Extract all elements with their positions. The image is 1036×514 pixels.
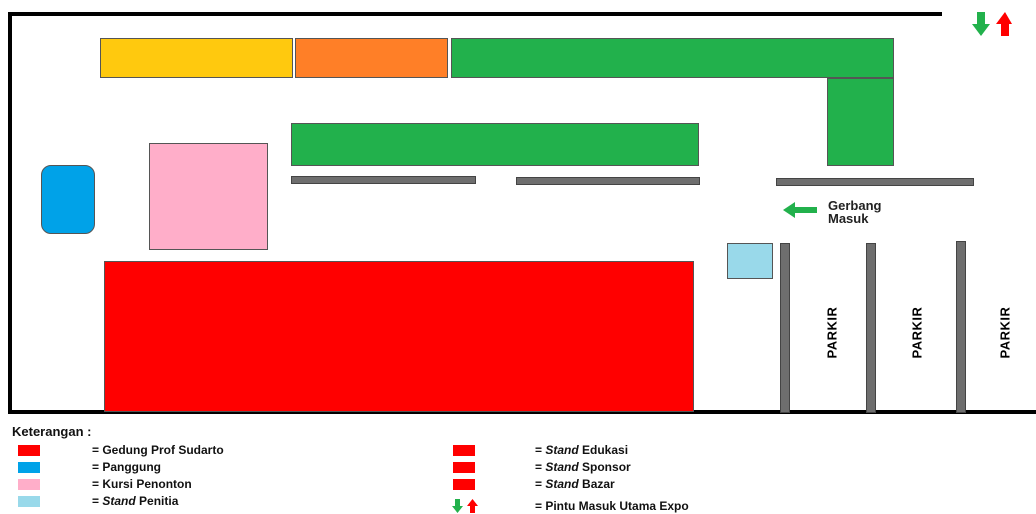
legend-swatch-edukasi	[453, 445, 475, 456]
legend-item-stage: = Panggung	[92, 460, 162, 474]
legend-item-committee: = Stand Penitia	[92, 494, 179, 508]
parking-label-2: PARKIR	[909, 306, 925, 359]
stand-committee	[727, 243, 773, 279]
stand-orange	[295, 38, 448, 78]
legend-title: Keterangan :	[12, 424, 92, 439]
parking-divider-1	[780, 243, 790, 413]
legend-swatch-stage	[18, 462, 40, 473]
gate-arrow-icon	[783, 202, 817, 218]
wall-bottom	[8, 410, 1036, 414]
parking-label-1: PARKIR	[824, 306, 840, 359]
wall-top	[8, 12, 942, 16]
gate-label-line2: Masuk	[828, 211, 869, 226]
legend-item-seating: = Kursi Penonton	[92, 477, 192, 491]
legend-swatch-building	[18, 445, 40, 456]
building-prof-sudarto	[104, 261, 694, 412]
stand-green-middle	[291, 123, 699, 166]
stand-yellow	[100, 38, 293, 78]
audience-seating	[149, 143, 268, 250]
wall-left	[8, 12, 12, 414]
legend-swatch-sponsor	[453, 462, 475, 473]
stage	[41, 165, 95, 234]
barrier-1	[291, 176, 476, 184]
gate-label: Gerbang Masuk	[828, 199, 881, 225]
parking-divider-2	[866, 243, 876, 413]
parking-label-3: PARKIR	[997, 306, 1013, 359]
stand-green-top	[451, 38, 894, 78]
legend-item-entrance: = Pintu Masuk Utama Expo	[535, 499, 689, 513]
legend-item-sponsor: = Stand Sponsor	[535, 460, 631, 474]
stand-green-right	[827, 78, 894, 166]
legend-item-edukasi: = Stand Edukasi	[535, 443, 629, 457]
legend-entrance-icon	[452, 499, 478, 513]
main-entrance-icon	[972, 12, 1012, 36]
barrier-2	[516, 177, 700, 185]
barrier-3	[776, 178, 974, 186]
legend-item-bazar: = Stand Bazar	[535, 477, 615, 491]
legend-swatch-seating	[18, 479, 40, 490]
gate-label-line1: Gerbang	[828, 198, 882, 213]
legend-swatch-bazar	[453, 479, 475, 490]
legend-item-building: = Gedung Prof Sudarto	[92, 443, 224, 457]
parking-divider-3	[956, 241, 966, 413]
legend-swatch-committee	[18, 496, 40, 507]
